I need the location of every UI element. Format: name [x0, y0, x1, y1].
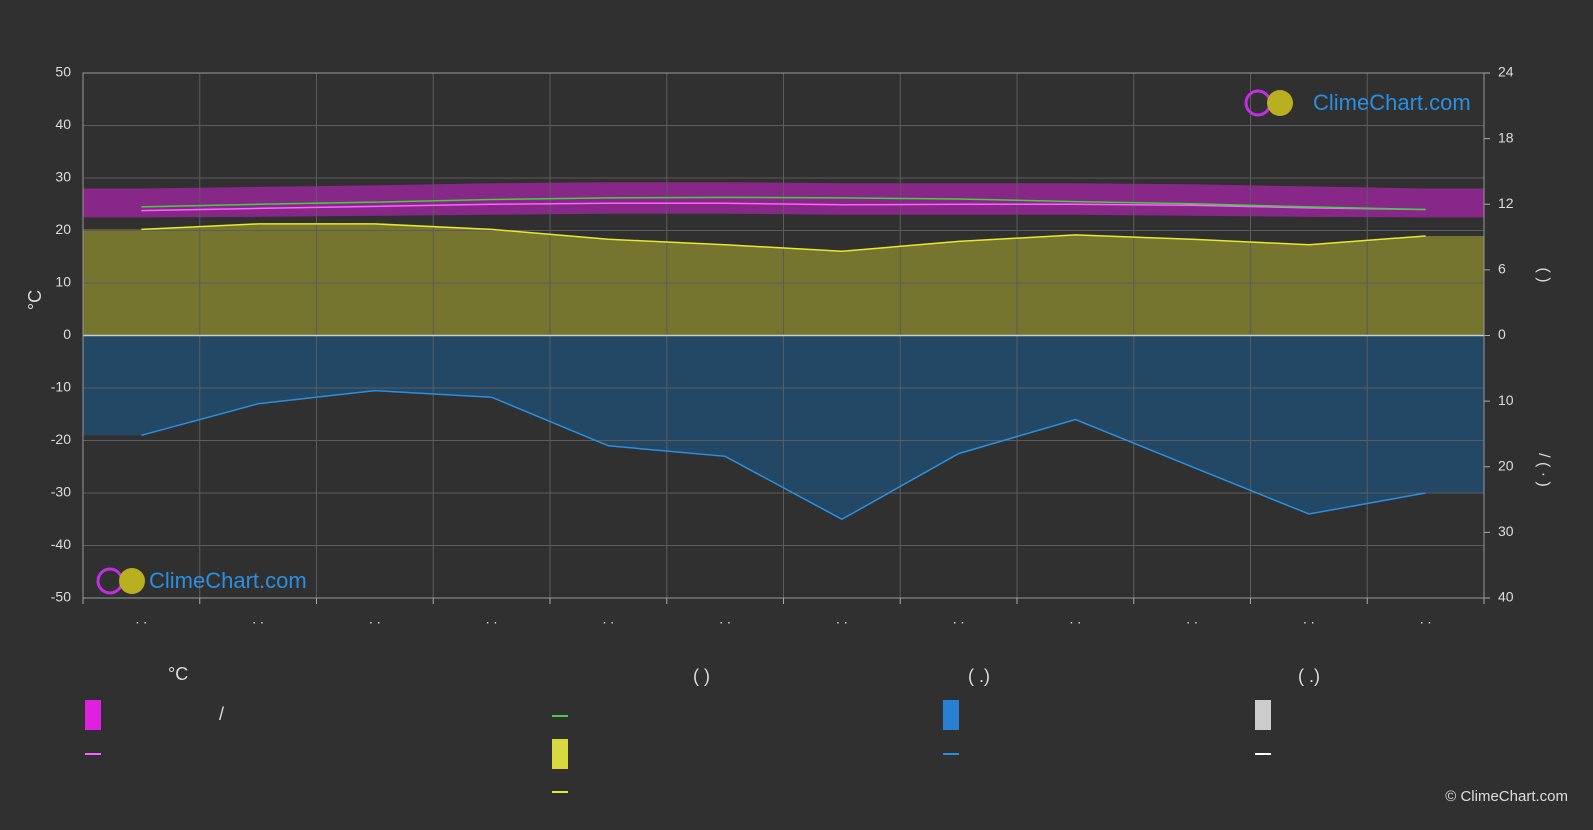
y3-tick-label: 40 [1498, 589, 1514, 605]
logo-sun [119, 568, 145, 594]
x-tick-label: . . [136, 611, 148, 627]
y3-axis-label: / ( · ) [1535, 453, 1552, 487]
series-line [141, 223, 1426, 253]
x-tick-label: . . [719, 611, 731, 627]
x-tick-label: . . [369, 611, 381, 627]
x-tick-label: . . [1420, 611, 1432, 627]
y-tick-label: 50 [55, 64, 71, 80]
y2-tick-label: 18 [1498, 129, 1514, 145]
legend-header: ( .) [968, 666, 990, 686]
x-tick-label: . . [1303, 611, 1315, 627]
legend-swatch [943, 700, 959, 730]
y2-tick-label: 0 [1498, 326, 1506, 342]
x-tick-label: . . [252, 611, 264, 627]
x-tick-label: . . [836, 611, 848, 627]
y-tick-label: 40 [55, 116, 71, 132]
legend-swatch [552, 739, 568, 769]
logo-sun [1267, 90, 1293, 116]
x-tick-label: . . [953, 611, 965, 627]
y-tick-label: 20 [55, 221, 71, 237]
legend-header: ( .) [1298, 666, 1320, 686]
y2-tick-label: 12 [1498, 195, 1514, 211]
x-tick-label: . . [1186, 611, 1198, 627]
y3-tick-label: 10 [1498, 392, 1514, 408]
logo-bottom: ClimeChart.com [96, 567, 307, 595]
copyright: © ClimeChart.com [1445, 788, 1568, 805]
y-tick-label: 30 [55, 169, 71, 185]
series-line [141, 196, 1426, 211]
legend-swatch [1255, 700, 1271, 730]
legend-text: / [219, 704, 224, 724]
y2-axis-label: ( ) [1535, 267, 1552, 282]
legend-swatch [85, 700, 101, 730]
y-tick-label: 0 [63, 326, 71, 342]
y-tick-label: -20 [51, 431, 71, 447]
logo-text: ClimeChart.com [1313, 90, 1471, 115]
logo-top: ClimeChart.com [1244, 89, 1471, 117]
x-tick-label: . . [1070, 611, 1082, 627]
legend-header: ( ) [693, 666, 710, 686]
x-tick-label: . . [603, 611, 615, 627]
x-tick-label: . . [486, 611, 498, 627]
y3-tick-label: 20 [1498, 457, 1514, 473]
y3-tick-label: 30 [1498, 523, 1514, 539]
y-axis-label: °C [25, 290, 45, 310]
y-tick-label: -50 [51, 589, 71, 605]
logo-text: ClimeChart.com [149, 568, 307, 593]
legend-header: °C [168, 664, 188, 684]
y-tick-label: -10 [51, 379, 71, 395]
plot-frame [82, 72, 1485, 599]
y-tick-label: -30 [51, 484, 71, 500]
y2-tick-label: 24 [1498, 64, 1514, 80]
y2-tick-label: 6 [1498, 261, 1506, 277]
y-tick-label: -40 [51, 536, 71, 552]
y-tick-label: 10 [55, 274, 71, 290]
series-line [141, 202, 1426, 212]
series-line [141, 389, 1426, 521]
